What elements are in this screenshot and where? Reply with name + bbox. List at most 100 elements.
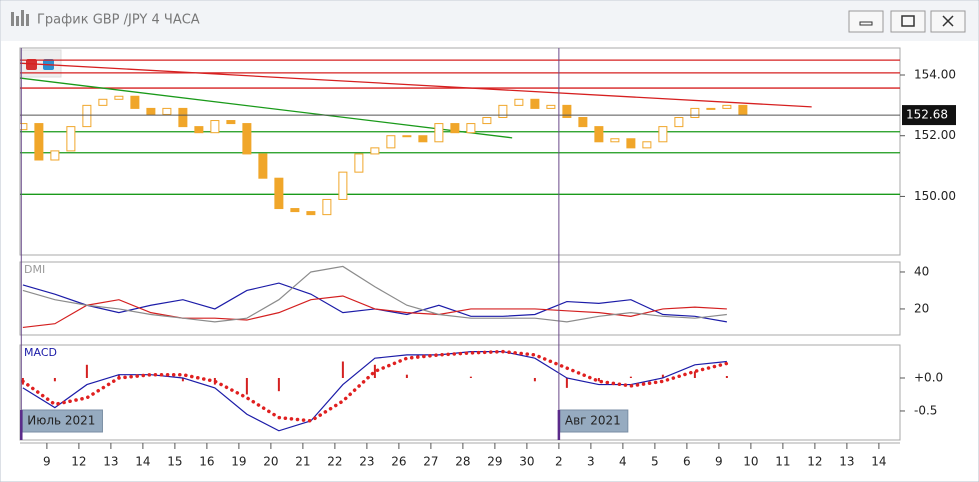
- panel-title: MACD: [24, 346, 57, 359]
- candle: [162, 107, 172, 115]
- candle: [738, 104, 748, 115]
- histogram-bar: [533, 377, 536, 382]
- candle: [466, 123, 476, 134]
- candle: [546, 104, 556, 109]
- candle: [594, 126, 604, 143]
- last-price-label: 152.68: [906, 108, 948, 122]
- x-tick-label: 26: [391, 455, 406, 469]
- candle: [354, 153, 364, 173]
- histogram-bar: [373, 364, 376, 378]
- candle: [386, 135, 396, 149]
- minimize-button[interactable]: [848, 10, 884, 33]
- x-tick-label: 28: [455, 455, 470, 469]
- candle: [98, 98, 108, 106]
- candle: [274, 177, 284, 210]
- histogram-bar: [597, 377, 600, 382]
- candle: [114, 95, 124, 100]
- candle: [242, 123, 252, 155]
- candle: [562, 104, 572, 119]
- candle: [626, 138, 636, 149]
- x-tick-label: 22: [327, 455, 342, 469]
- y-tick-label: 152.00: [914, 128, 956, 142]
- app-icon: [11, 10, 29, 26]
- candle: [338, 171, 348, 200]
- x-tick-label: 14: [135, 455, 150, 469]
- panel: [19, 261, 901, 336]
- trend-line: [20, 77, 513, 139]
- candle: [418, 135, 428, 143]
- histogram-bar: [85, 364, 88, 378]
- histogram-bar: [341, 361, 344, 378]
- histogram-bar: [53, 377, 56, 382]
- x-tick-label: 19: [231, 455, 246, 469]
- histogram-bar: [245, 377, 248, 395]
- close-button[interactable]: [930, 10, 966, 33]
- x-tick-label: 14: [871, 455, 886, 469]
- y-tick-label: 20: [914, 301, 929, 315]
- plot: [21, 349, 729, 432]
- indicator-line: [22, 295, 727, 329]
- candle: [290, 208, 300, 213]
- plot: [22, 265, 727, 329]
- candle: [194, 126, 204, 134]
- candle: [306, 211, 316, 216]
- histogram-bar: [629, 376, 632, 378]
- x-tick-label: 6: [683, 455, 691, 469]
- candle: [178, 107, 188, 128]
- plot: [20, 59, 900, 216]
- window-title: График GBP /JPY 4 ЧАСА: [37, 13, 200, 28]
- x-tick-label: 13: [839, 455, 854, 469]
- panel: [19, 47, 901, 256]
- y-tick-label: 154.00: [914, 68, 956, 82]
- candle: [482, 117, 492, 125]
- x-tick-label: 3: [587, 455, 595, 469]
- x-tick-label: 16: [199, 455, 214, 469]
- candle: [722, 104, 732, 109]
- period-label: Июль 2021: [27, 414, 95, 428]
- candle: [450, 123, 460, 134]
- x-tick-label: 20: [263, 455, 278, 469]
- x-tick-label: 23: [359, 455, 374, 469]
- y-tick-label: -0.5: [914, 403, 937, 417]
- candle: [210, 120, 220, 134]
- x-tick-label: 2: [555, 455, 563, 469]
- candle: [322, 198, 332, 216]
- candle: [658, 126, 668, 143]
- candle: [370, 147, 380, 155]
- maximize-button[interactable]: [890, 10, 926, 33]
- candle: [498, 104, 508, 119]
- panel: [19, 344, 901, 441]
- trend-line: [20, 62, 812, 108]
- candle: [146, 107, 156, 115]
- x-tick-label: 12: [71, 455, 86, 469]
- candle: [578, 117, 588, 128]
- x-tick-label: 9: [715, 455, 723, 469]
- x-tick-label: 9: [43, 455, 51, 469]
- title-bar: [1, 1, 978, 41]
- candle: [226, 120, 236, 125]
- panel-title: DMI: [24, 263, 45, 276]
- candle: [530, 98, 540, 109]
- histogram-bar: [181, 377, 184, 382]
- x-tick-label: 30: [519, 455, 534, 469]
- candle: [642, 141, 652, 149]
- x-tick-label: 5: [651, 455, 659, 469]
- candle: [34, 123, 44, 161]
- candle: [402, 135, 412, 138]
- y-tick-label: 40: [914, 264, 929, 278]
- candle: [50, 150, 60, 161]
- x-tick-label: 12: [807, 455, 822, 469]
- candle: [434, 123, 444, 143]
- candle: [706, 107, 716, 110]
- candle: [20, 123, 28, 131]
- y-tick-label: +0.0: [914, 370, 943, 384]
- x-tick-label: 21: [295, 455, 310, 469]
- x-tick-label: 29: [487, 455, 502, 469]
- y-tick-label: 150.00: [914, 189, 956, 203]
- histogram-bar: [661, 374, 664, 378]
- indicator-line: [22, 265, 727, 323]
- histogram-bar: [693, 371, 696, 378]
- histogram-bar: [725, 376, 728, 378]
- x-tick-label: 15: [167, 455, 182, 469]
